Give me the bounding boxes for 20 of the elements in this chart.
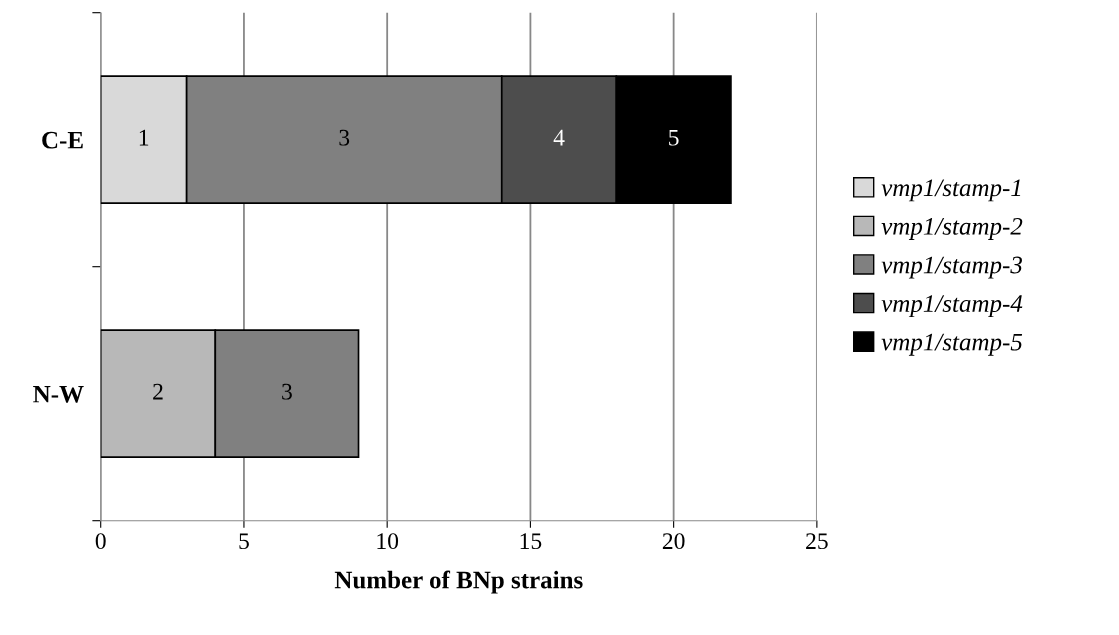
legend-label: vmp1/stamp-1 bbox=[881, 179, 1021, 202]
legend-label: vmp1/stamp-4 bbox=[881, 295, 1023, 318]
annotation: 5 bbox=[669, 129, 679, 146]
annotation: 1 bbox=[139, 129, 149, 146]
y-tick-label: N-W bbox=[33, 386, 84, 403]
annotation: 2 bbox=[153, 383, 163, 400]
x-axis-title: Number of BNp strains bbox=[334, 570, 583, 594]
annotation: 4 bbox=[553, 129, 565, 146]
annotation: 3 bbox=[282, 383, 292, 400]
x-tick-label: 5 bbox=[239, 533, 249, 550]
annotation: 3 bbox=[339, 129, 350, 146]
x-tick-label: 10 bbox=[377, 533, 399, 550]
x-tick-label: 0 bbox=[95, 533, 106, 550]
legend-label: vmp1/stamp-2 bbox=[881, 218, 1023, 240]
y-tick-label: C-E bbox=[42, 131, 83, 149]
x-tick-label: 15 bbox=[520, 533, 542, 550]
legend-label: vmp1/stamp-5 bbox=[881, 333, 1023, 356]
x-tick-label: 25 bbox=[806, 533, 828, 550]
legend-label: vmp1/stamp-3 bbox=[881, 256, 1022, 279]
x-tick-label: 20 bbox=[662, 533, 685, 550]
